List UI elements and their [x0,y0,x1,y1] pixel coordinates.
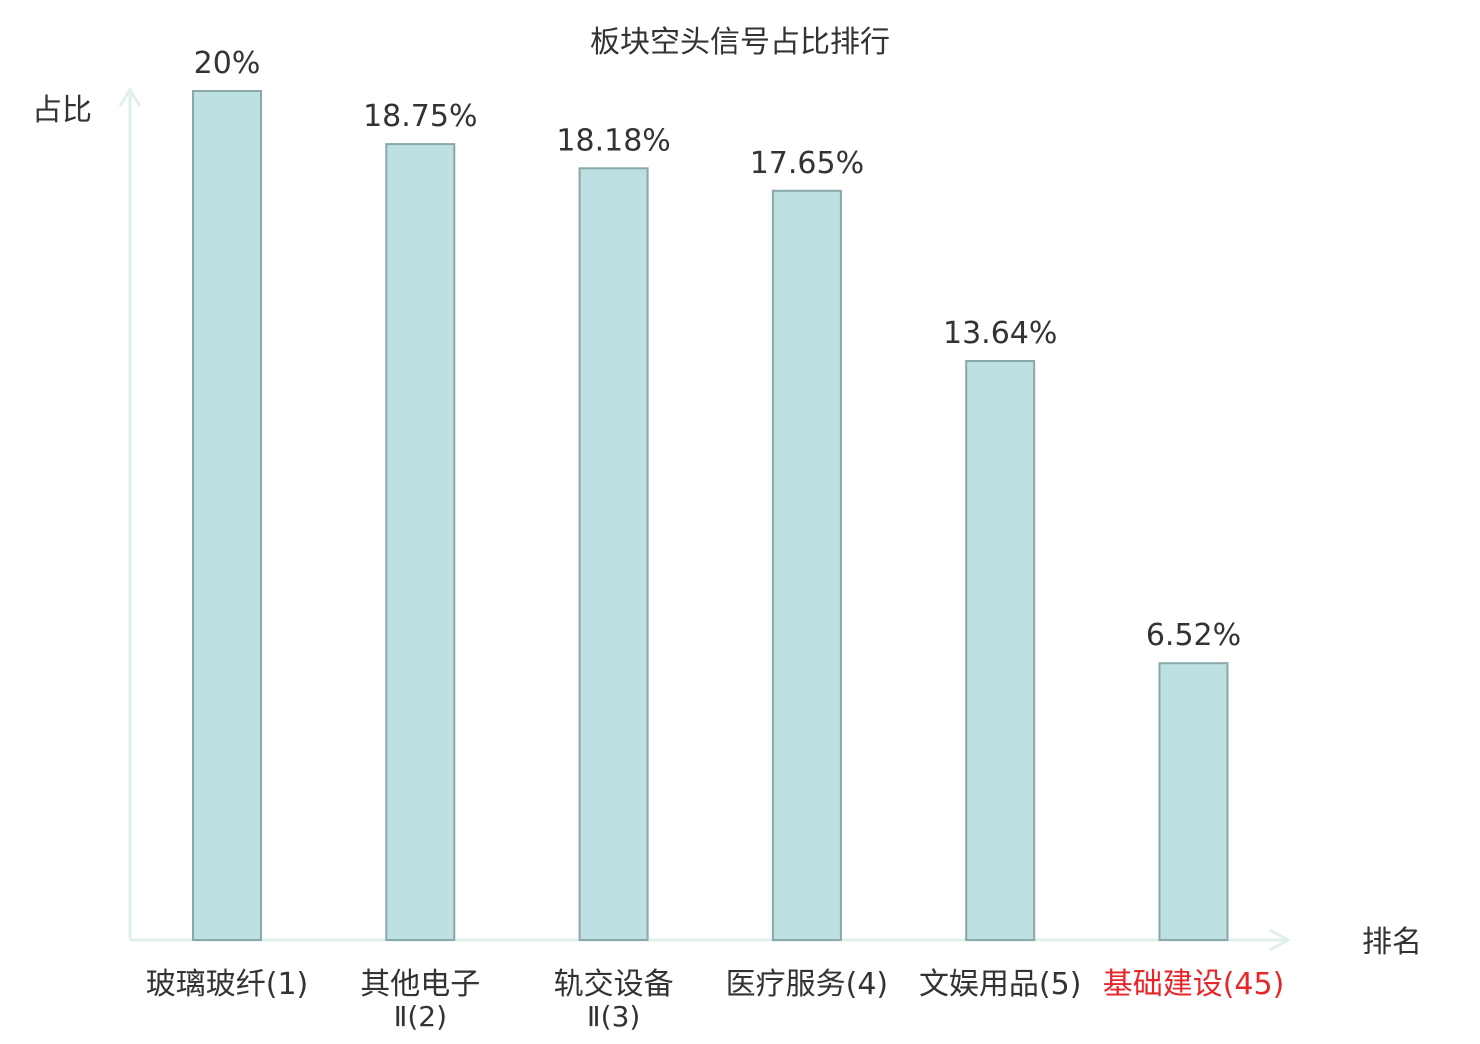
bar [965,360,1036,941]
category-label-line2: Ⅱ(2) [394,1000,447,1033]
x-axis-arrow [1269,928,1292,952]
value-label: 18.18% [556,123,670,158]
value-label: 6.52% [1146,618,1241,653]
y-axis-label: 占比 [32,93,92,128]
bar [385,143,456,942]
category-label: 其他电子 [360,967,480,1002]
value-label: 13.64% [943,316,1057,351]
chart-title: 板块空头信号占比排行 [590,25,890,60]
category-label: 玻璃玻纤(1) [146,967,309,1002]
category-label: 文娱用品(5) [919,967,1082,1002]
x-axis-label: 排名 [1362,925,1422,960]
category-label: 医疗服务(4) [726,967,889,1002]
bar [1158,662,1229,941]
category-label-line2: Ⅱ(3) [587,1000,640,1033]
value-labels: 20% 18.75% 18.18% 17.65% 13.64% 6.52% [194,46,1242,653]
category-label: 轨交设备 [554,967,674,1002]
category-label: 基础建设(45) [1103,967,1285,1002]
bar [771,189,842,942]
bar-series [192,90,1229,942]
value-label: 17.65% [750,146,864,181]
value-label: 20% [194,46,261,81]
bar [578,167,649,942]
value-label: 18.75% [363,99,477,134]
bar [192,90,262,941]
y-axis-arrow [118,87,142,107]
